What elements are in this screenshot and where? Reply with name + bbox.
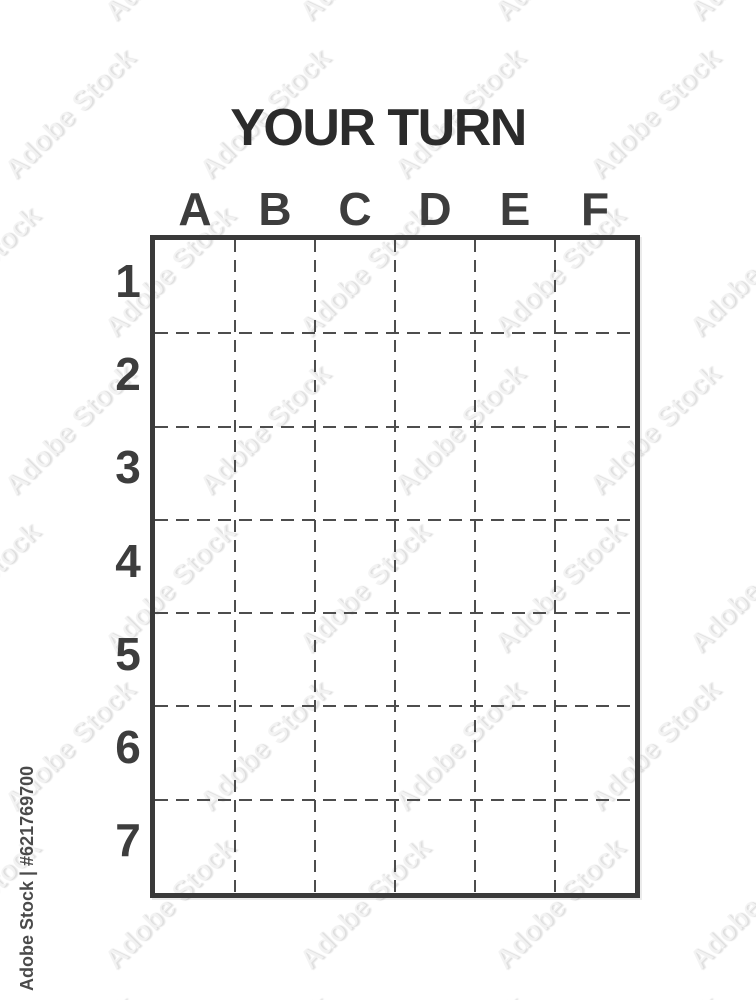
grid-cell-D4[interactable]: [395, 520, 475, 613]
grid-cell-B5[interactable]: [235, 613, 315, 706]
grid-cell-C7[interactable]: [315, 800, 395, 893]
grid-cell-D1[interactable]: [395, 240, 475, 333]
grid-cell-B1[interactable]: [235, 240, 315, 333]
watermark-tile: Adobe Stock: [294, 0, 438, 28]
column-label-C: C: [338, 183, 372, 235]
game-grid: [150, 235, 640, 898]
column-label-F: F: [580, 183, 610, 235]
grid-cell-E4[interactable]: [475, 520, 555, 613]
grid-cell-B7[interactable]: [235, 800, 315, 893]
grid-cell-E1[interactable]: [475, 240, 555, 333]
grid-cell-A6[interactable]: [155, 706, 235, 799]
grid-cell-D3[interactable]: [395, 427, 475, 520]
grid-cell-F3[interactable]: [555, 427, 635, 520]
grid-cell-F1[interactable]: [555, 240, 635, 333]
column-label-E: E: [499, 183, 531, 235]
watermark-tile: Adobe Stock: [489, 0, 633, 28]
grid-cell-B6[interactable]: [235, 706, 315, 799]
grid-cell-E7[interactable]: [475, 800, 555, 893]
page-title: YOUR TURN: [230, 99, 527, 157]
watermark-tile: Adobe Stock: [683, 516, 756, 660]
grid-cell-E3[interactable]: [475, 427, 555, 520]
grid-cell-C3[interactable]: [315, 427, 395, 520]
grid-cell-C2[interactable]: [315, 333, 395, 426]
grid-cells: [155, 240, 635, 893]
watermark-tile: Adobe Stock: [0, 990, 142, 1000]
watermark-tile: Adobe Stock: [0, 200, 47, 343]
watermark-tile: Adobe Stock: [389, 990, 533, 1000]
watermark-credit: Adobe Stock | #621769700: [17, 765, 37, 991]
grid-cell-D6[interactable]: [395, 706, 475, 799]
grid-cell-E2[interactable]: [475, 333, 555, 426]
grid-cell-D5[interactable]: [395, 613, 475, 706]
watermark-tile: Adobe Stock: [584, 990, 728, 1000]
row-label-5: 5: [115, 627, 141, 680]
grid-cell-F6[interactable]: [555, 706, 635, 799]
grid-cell-A7[interactable]: [155, 800, 235, 893]
grid-cell-B2[interactable]: [235, 333, 315, 426]
grid-cell-A2[interactable]: [155, 333, 235, 426]
watermark-tile: Adobe Stock: [683, 200, 756, 344]
grid-cell-C6[interactable]: [315, 706, 395, 799]
watermark-tile: Adobe Stock: [0, 0, 47, 28]
grid-cell-C4[interactable]: [315, 520, 395, 613]
grid-cell-B4[interactable]: [235, 520, 315, 613]
watermark-tile: Adobe Stock: [684, 0, 756, 28]
row-label-2: 2: [115, 347, 141, 400]
grid-cell-C1[interactable]: [315, 240, 395, 333]
grid-cell-A5[interactable]: [155, 613, 235, 706]
column-label-A: A: [178, 183, 212, 235]
grid-cell-A1[interactable]: [155, 240, 235, 333]
grid-cell-E5[interactable]: [475, 613, 555, 706]
grid-cell-F7[interactable]: [555, 800, 635, 893]
grid-cell-B3[interactable]: [235, 427, 315, 520]
watermark-tile: Adobe Stock: [683, 832, 756, 976]
row-label-6: 6: [115, 721, 141, 774]
grid-cell-F4[interactable]: [555, 520, 635, 613]
watermark-tile: Adobe Stock: [0, 516, 47, 659]
row-label-4: 4: [115, 534, 141, 587]
row-label-7: 7: [115, 814, 141, 867]
column-label-D: D: [418, 183, 452, 235]
watermark-tile: Adobe Stock: [99, 0, 243, 28]
row-label-1: 1: [115, 254, 141, 307]
column-label-B: B: [258, 183, 292, 235]
grid-cell-C5[interactable]: [315, 613, 395, 706]
grid-cell-F5[interactable]: [555, 613, 635, 706]
grid-cell-E6[interactable]: [475, 706, 555, 799]
row-label-3: 3: [115, 441, 141, 494]
grid-cell-D7[interactable]: [395, 800, 475, 893]
grid-cell-D2[interactable]: [395, 333, 475, 426]
grid-cell-F2[interactable]: [555, 333, 635, 426]
grid-cell-A4[interactable]: [155, 520, 235, 613]
watermark-tile: Adobe Stock: [194, 990, 338, 1000]
grid-cell-A3[interactable]: [155, 427, 235, 520]
